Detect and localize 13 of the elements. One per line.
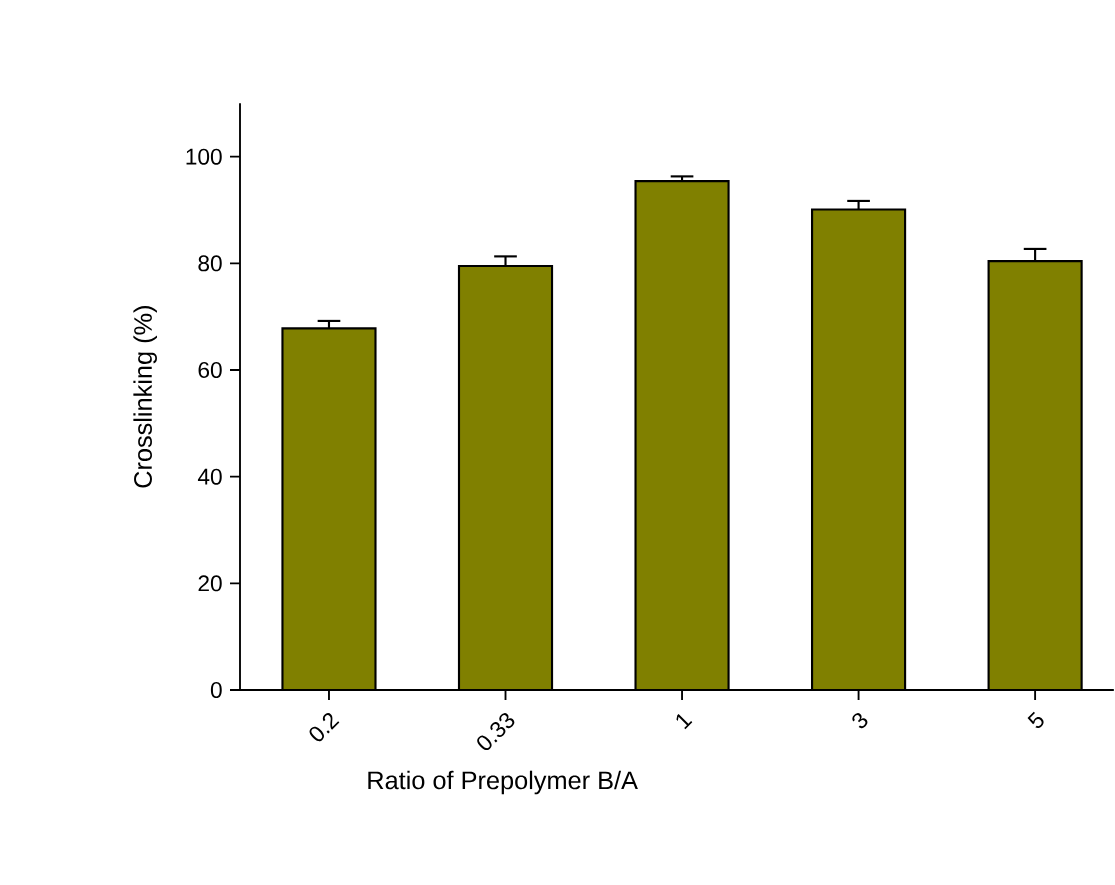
y-tick-label: 80	[198, 255, 222, 272]
x-tick-label: 0.33	[477, 713, 515, 751]
x-tick-label: 3	[852, 713, 868, 729]
x-tick-label: 5	[1027, 711, 1044, 729]
x-tick-label: 0.2	[309, 713, 340, 742]
y-tick-label: 100	[186, 148, 222, 165]
y-tick-label: 0	[210, 681, 222, 699]
x-tick-label: 1	[676, 713, 693, 730]
y-tick-label: 40	[197, 468, 222, 485]
x-axis-title: Ratio of Prepolymer B/A	[368, 770, 638, 795]
y-tick-label: 20	[198, 575, 222, 592]
y-tick-label: 60	[198, 361, 222, 379]
y-axis-title: Crosslinking (%)	[133, 306, 157, 488]
